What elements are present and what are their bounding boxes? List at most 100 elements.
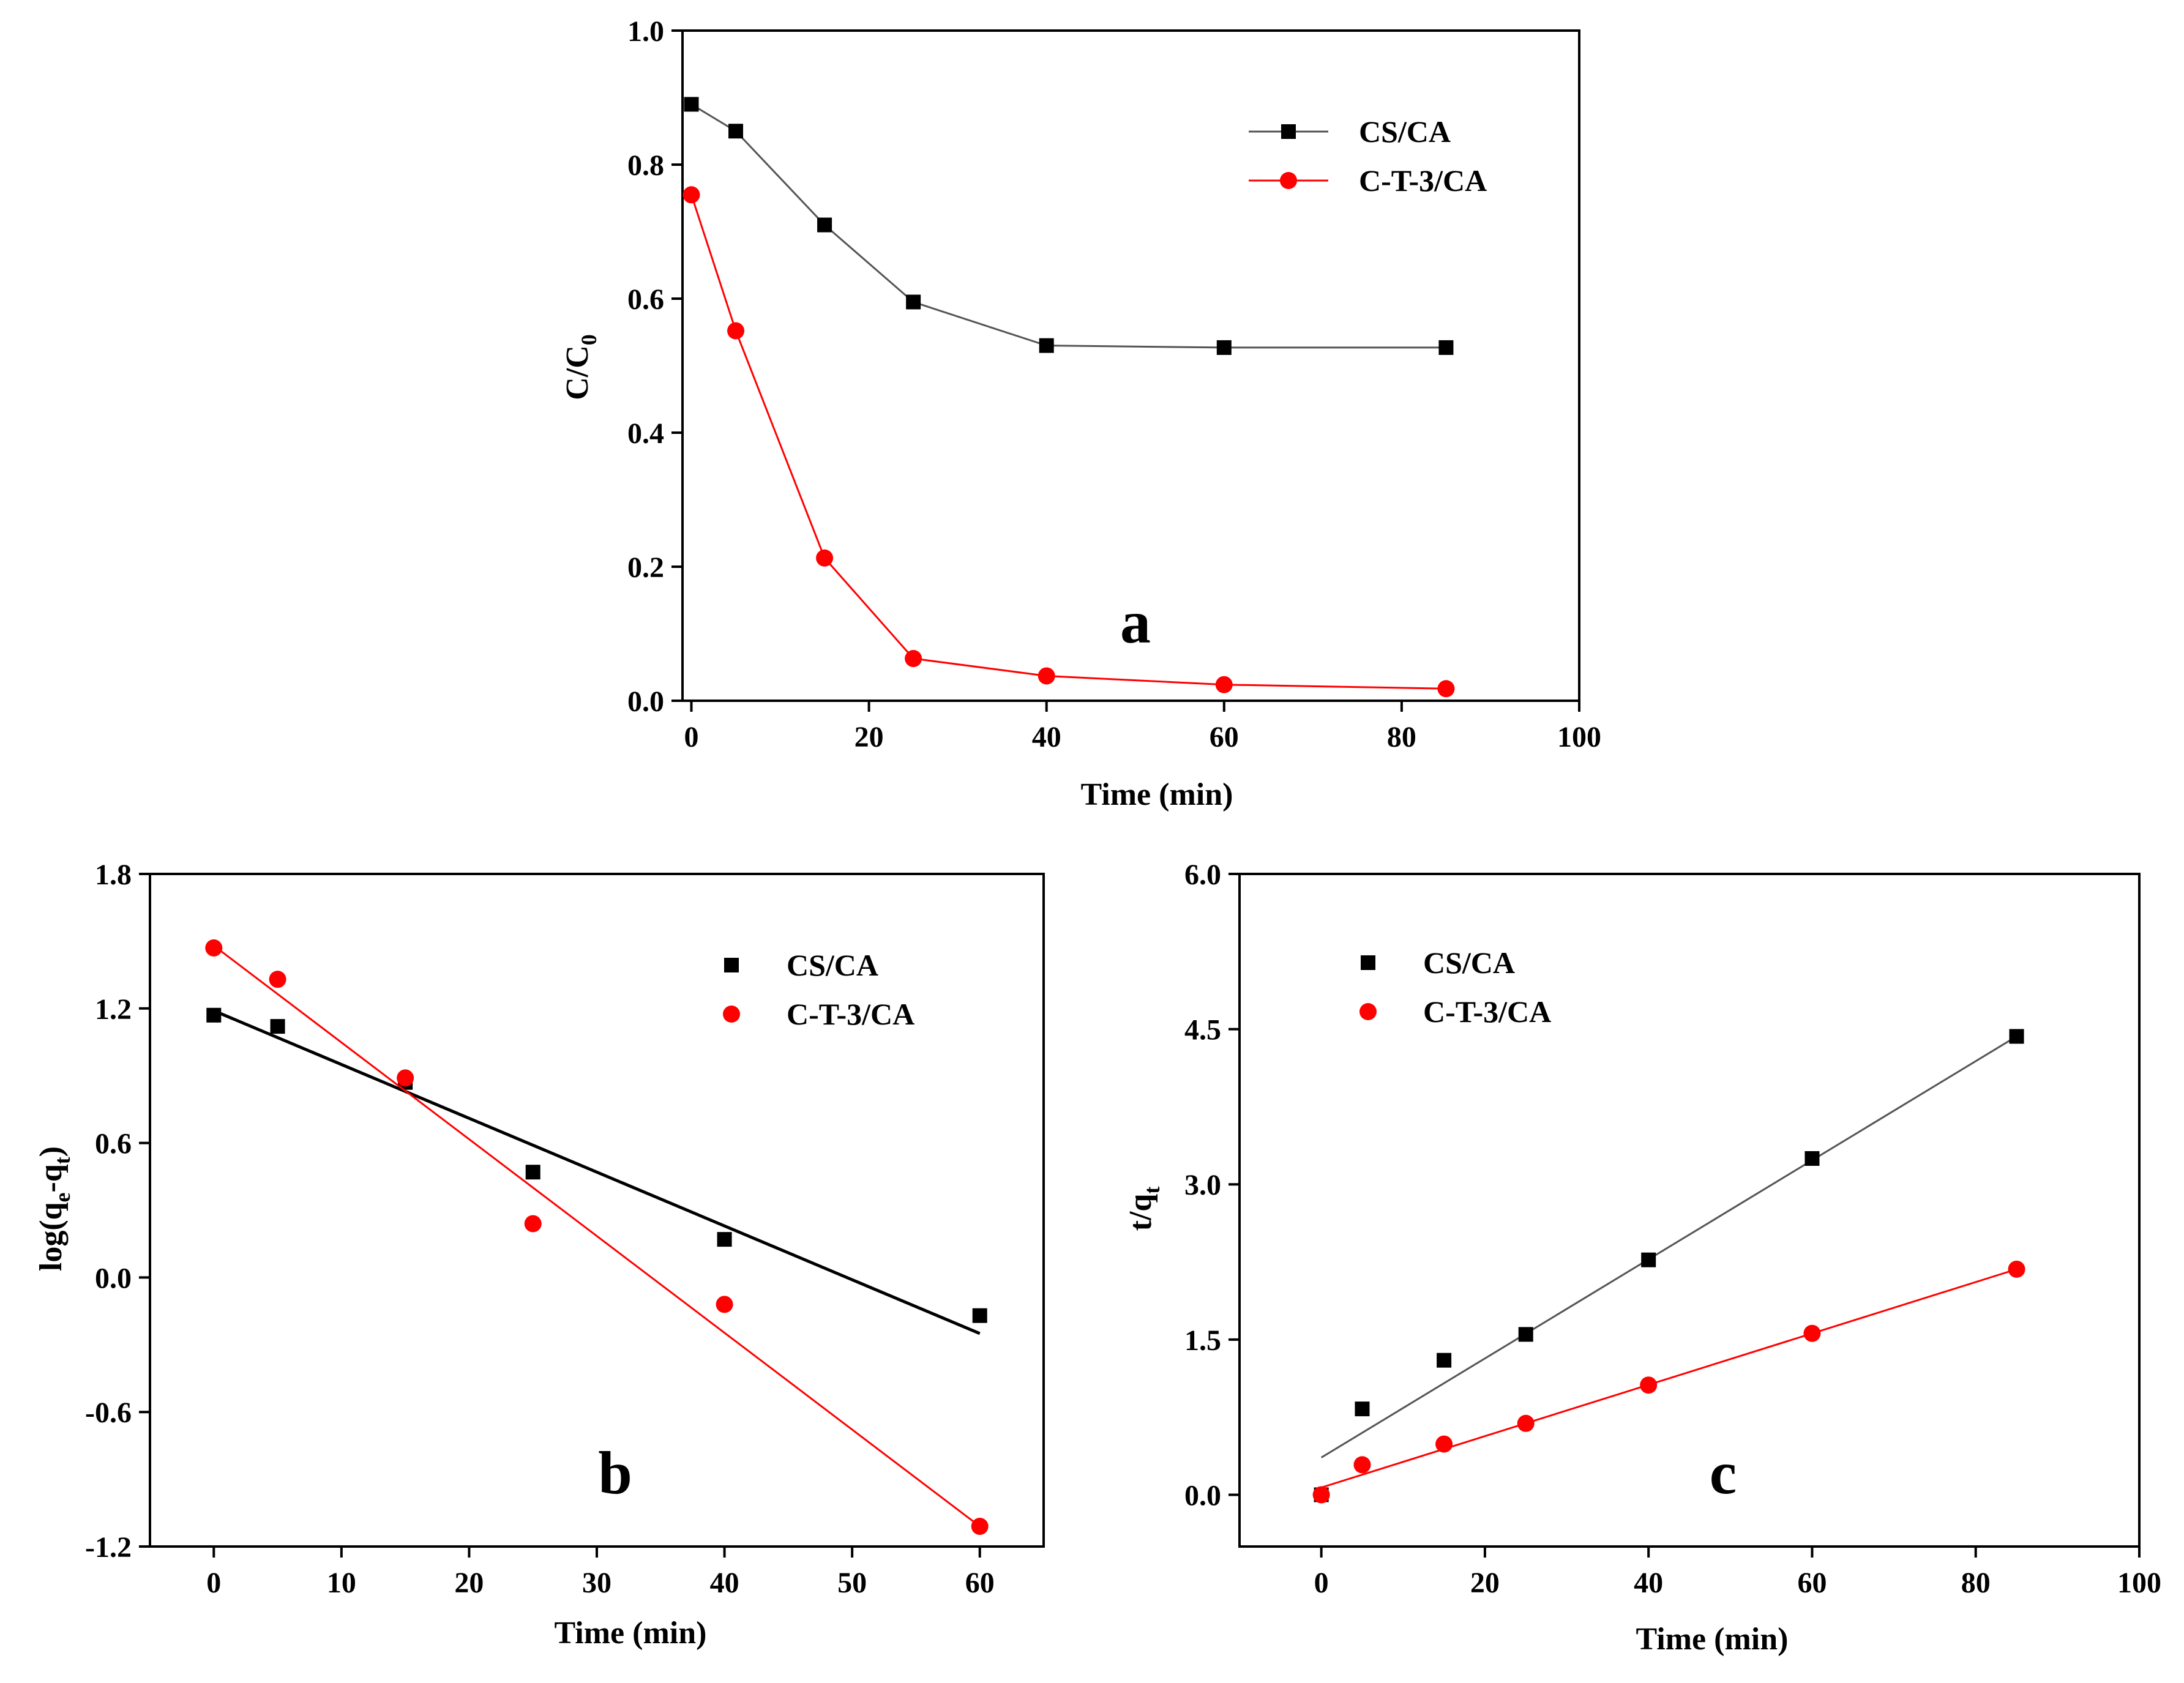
plot-area-frame	[1238, 873, 2141, 1548]
legend-label: CS/CA	[787, 948, 878, 982]
y-tick-label: -1.2	[85, 1531, 132, 1564]
legend-marker-square	[1281, 124, 1296, 139]
x-tick-label: 60	[1210, 721, 1239, 753]
y-axis-title-part: t/q	[1123, 1194, 1158, 1231]
legend-marker-circle	[723, 1006, 740, 1023]
x-tick-label: 40	[1032, 721, 1061, 753]
x-tick-label: 0	[206, 1567, 221, 1599]
data-point-circle	[1312, 1486, 1330, 1504]
x-tick-label: 0	[1314, 1567, 1329, 1599]
y-axis-title-part: )	[34, 1146, 69, 1157]
chart-panel-a: 0 20 40 60 80 100 0.0 0.2 0.4 0.6 0.8 1.0 Time (min)…	[560, 15, 1601, 812]
x-tick-label: 80	[1387, 721, 1416, 753]
data-point-square	[817, 217, 832, 233]
y-tick-label: 1.2	[95, 993, 132, 1026]
x-tick-label: 30	[582, 1567, 611, 1599]
fit-line-CS/CA	[213, 1009, 981, 1335]
data-point-circle	[727, 322, 745, 340]
legend-marker-square	[1361, 955, 1375, 970]
y-tick-label: 1.8	[95, 859, 132, 891]
x-tick-label: 80	[1961, 1567, 1991, 1599]
y-axis-title: log(qe-qt)	[34, 1146, 75, 1271]
data-point-square	[728, 124, 744, 139]
x-tick-label: 20	[454, 1567, 484, 1599]
legend-label: C-T-3/CA	[1359, 163, 1487, 198]
data-point-circle	[2008, 1260, 2025, 1278]
x-tick-label: 20	[1470, 1567, 1500, 1599]
y-axis-title-subscript: t	[1140, 1187, 1164, 1194]
y-axis-title-part: -q	[34, 1164, 69, 1192]
x-tick-label: 60	[1797, 1567, 1827, 1599]
legend-label: CS/CA	[1423, 946, 1515, 980]
y-tick-label: 3.0	[1184, 1169, 1221, 1201]
panel-label: c	[1710, 1439, 1737, 1507]
data-point-circle	[1038, 667, 1055, 685]
data-point-circle	[1435, 1435, 1453, 1453]
x-tick-label: 20	[855, 721, 884, 753]
y-axis-title-part: C/C	[560, 345, 595, 400]
data-point-square	[2009, 1029, 2024, 1044]
y-tick-label: 0.6	[627, 283, 664, 316]
x-tick-label: 100	[1557, 721, 1601, 753]
y-tick-label: 0.0	[95, 1262, 132, 1294]
data-point-circle	[1437, 680, 1455, 698]
data-point-circle	[716, 1296, 733, 1313]
data-point-square	[525, 1165, 540, 1180]
data-point-square	[1039, 338, 1054, 353]
data-point-circle	[524, 1215, 542, 1233]
y-tick-label: 0.0	[1184, 1479, 1221, 1512]
fit-line-C-T-3/CA	[213, 945, 981, 1528]
data-point-circle	[269, 971, 286, 988]
y-tick-label: 1.5	[1184, 1324, 1221, 1357]
data-point-circle	[205, 939, 223, 957]
y-axis-title-subscript: 0	[577, 334, 601, 345]
fit-line-CS/CA	[1320, 1036, 2018, 1458]
legend-marker-circle	[1359, 1003, 1377, 1020]
data-point-circle	[905, 650, 922, 668]
y-tick-label: 6.0	[1184, 859, 1221, 891]
chart-panel-c: 0 20 40 60 80 100 0.0 1.5 3.0 4.5 6.0 Time (min) t/q…	[1123, 859, 2161, 1657]
data-point-circle	[1640, 1376, 1658, 1394]
data-point-circle	[1517, 1414, 1535, 1432]
legend-marker-circle	[1280, 172, 1297, 189]
legend-marker-square	[724, 958, 739, 972]
legend-label: C-T-3/CA	[787, 997, 914, 1031]
data-point-square	[270, 1019, 285, 1034]
y-tick-label: -0.6	[85, 1397, 132, 1429]
data-point-square	[1216, 340, 1232, 355]
y-tick-label: 4.5	[1184, 1014, 1221, 1047]
plot-area-frame	[681, 29, 1580, 702]
x-tick-label: 100	[2117, 1567, 2161, 1599]
data-point-square	[1641, 1252, 1656, 1267]
data-point-circle	[1215, 676, 1233, 693]
y-axis-title-subscript: t	[50, 1157, 75, 1164]
legend-label: C-T-3/CA	[1423, 994, 1551, 1029]
y-tick-label: 0.8	[627, 149, 664, 182]
data-point-square	[906, 294, 921, 310]
data-point-square	[1518, 1327, 1533, 1342]
x-tick-label: 40	[1634, 1567, 1663, 1599]
x-axis-title: Time (min)	[1636, 1622, 1789, 1657]
data-point-square	[972, 1308, 987, 1323]
x-tick-label: 0	[684, 721, 699, 753]
x-tick-label: 60	[965, 1567, 995, 1599]
y-axis-title: t/qt	[1123, 1187, 1164, 1231]
x-tick-label: 40	[710, 1567, 739, 1599]
x-axis-title: Time (min)	[555, 1616, 707, 1651]
x-tick-label: 50	[837, 1567, 867, 1599]
y-axis-title-subscript: e	[50, 1192, 75, 1202]
data-point-circle	[971, 1518, 989, 1536]
y-tick-label: 0.4	[627, 417, 664, 450]
x-tick-label: 10	[327, 1567, 356, 1599]
data-point-square	[1804, 1151, 1820, 1166]
chart-panel-b: 0 10 20 30 40 50 60 -1.2 -0.6 0.0 0.6 1.2 1.8 Time (m…	[34, 859, 1045, 1651]
panel-label: b	[598, 1439, 632, 1507]
data-point-square	[1437, 1353, 1452, 1368]
panel-label: a	[1120, 588, 1151, 656]
data-point-square	[684, 97, 699, 112]
y-axis-title-part: log(q	[34, 1202, 69, 1271]
data-point-square	[717, 1232, 732, 1247]
data-point-square	[1355, 1401, 1370, 1417]
